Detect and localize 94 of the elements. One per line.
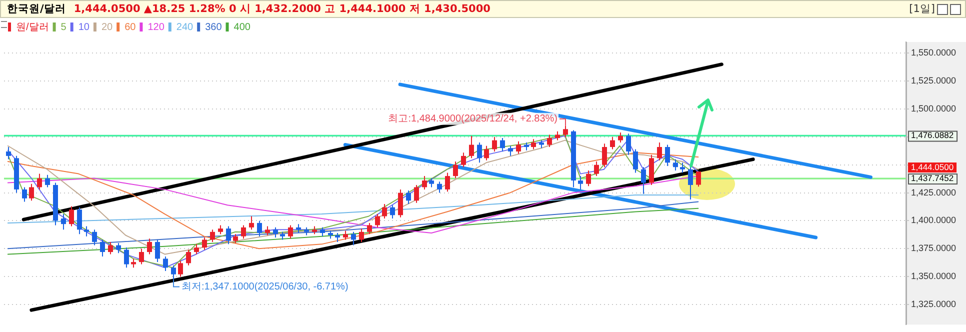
legend-label: 400: [234, 22, 251, 33]
candlestick: [194, 244, 199, 255]
candlestick: [124, 247, 129, 268]
y-tick-label: 1,350.0000: [911, 271, 956, 282]
candlestick: [210, 229, 215, 242]
candlestick: [178, 260, 183, 278]
candlestick: [249, 216, 254, 230]
candlestick: [61, 214, 66, 230]
candlestick: [382, 203, 387, 219]
candlestick: [626, 133, 631, 156]
candlestick: [100, 239, 105, 257]
y-tick-label: 1,500.0000: [911, 104, 956, 114]
chart-subtitle: 1,444.0500 ▲18.25 1.28% 0 시 1,432.2000 고 1,444.1000 저 1,430.5000: [74, 3, 490, 15]
candlestick: [147, 238, 152, 255]
candlestick: [414, 184, 419, 204]
text: 1,444.0500: [911, 162, 954, 172]
ref-line-label: 1,476.0882: [911, 130, 954, 140]
y-tick-label: 1,525.0000: [911, 76, 956, 86]
ref-line-label: 1,437.7452: [911, 172, 954, 183]
legend-label: 20: [101, 22, 114, 33]
candlestick: [477, 142, 482, 164]
candlestick: [586, 170, 591, 187]
candlestick: [226, 226, 231, 245]
legend-label: 240: [176, 22, 194, 33]
candlestick: [492, 136, 497, 152]
candlestick: [437, 181, 442, 194]
candlestick: [469, 135, 474, 159]
candlestick: [6, 146, 11, 160]
candlestick: [531, 138, 536, 150]
legend-label: 원/달러: [16, 22, 49, 33]
candlestick: [610, 136, 615, 150]
candlestick: [155, 239, 160, 263]
y-tick-label: 1,325.0000: [911, 298, 956, 309]
candlestick: [367, 222, 372, 235]
candlestick: [351, 231, 356, 246]
candlestick: [398, 188, 403, 218]
y-tick-label: 1,550.0000: [911, 48, 956, 58]
candlestick: [171, 264, 176, 280]
candlestick: [273, 226, 278, 238]
candlestick: [665, 144, 670, 166]
candlestick: [696, 170, 701, 188]
candlestick: [461, 152, 466, 168]
candlestick: [563, 125, 568, 138]
legend-label: 10: [78, 22, 90, 33]
candlestick: [547, 134, 552, 148]
candlestick: [69, 206, 74, 227]
candlestick: [84, 226, 89, 237]
candlestick: [45, 174, 50, 188]
chart-title: 한국원/달러: [7, 3, 66, 15]
candlestick: [116, 242, 121, 254]
candlestick: [163, 256, 168, 272]
candlestick: [92, 229, 97, 246]
legend-label: 60: [124, 22, 136, 33]
candlestick: [578, 176, 583, 190]
candlestick: [453, 161, 458, 179]
candlestick: [500, 138, 505, 152]
candlestick: [241, 224, 246, 240]
annotation: 최저:1,347.1000(2025/06/30, -6.71%): [182, 282, 348, 293]
candlestick: [186, 249, 191, 266]
y-tick-label: 1,400.0000: [911, 215, 956, 226]
y-tick-label: 1,425.0000: [911, 187, 956, 198]
candlestick: [37, 173, 42, 190]
candlestick: [618, 132, 623, 144]
candlestick: [633, 148, 638, 174]
candlestick: [516, 140, 521, 154]
annotation: 최고:1,484.9000(2025/12/24, +2.83%): [388, 114, 558, 125]
candlestick: [673, 158, 678, 171]
candlestick: [484, 145, 489, 161]
candlestick: [508, 145, 513, 156]
candlestick: [375, 214, 380, 228]
candlestick: [359, 228, 364, 242]
candlestick: [594, 161, 599, 177]
y-tick-label: 1,375.0000: [911, 243, 956, 254]
candlestick: [108, 241, 113, 255]
candlestick: [602, 143, 607, 168]
candlestick: [406, 190, 411, 204]
candlestick: [29, 183, 34, 202]
candlestick: [641, 166, 646, 194]
candlestick: [688, 165, 693, 200]
candlestick: [288, 224, 293, 240]
candlestick: [422, 176, 427, 190]
candlestick: [445, 172, 450, 192]
candlestick: [22, 186, 27, 202]
candlestick: [657, 142, 662, 161]
legend-label: 120: [148, 22, 165, 33]
candlestick: [77, 206, 82, 235]
legend-label: 5: [60, 22, 67, 33]
candlestick: [257, 220, 262, 237]
legend-label: 360: [205, 22, 222, 33]
candlestick: [202, 236, 207, 250]
candlestick: [390, 204, 395, 219]
text: [1일]: [909, 3, 935, 15]
candlestick: [680, 162, 685, 174]
candlestick: [139, 248, 144, 265]
